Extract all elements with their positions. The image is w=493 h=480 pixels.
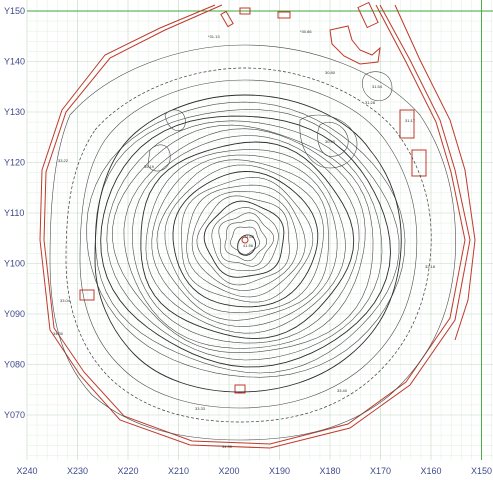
contour-line [164, 164, 324, 313]
y-axis-label: Y100 [4, 259, 25, 269]
svg-text:41.63: 41.63 [244, 234, 255, 239]
contour-line [203, 200, 285, 278]
contour-line [145, 149, 346, 334]
y-axis-label: Y090 [4, 309, 25, 319]
svg-text:31.54: 31.54 [372, 84, 383, 89]
contour-line [230, 226, 260, 255]
contour-line [224, 219, 268, 262]
svg-text:34.30: 34.30 [222, 444, 233, 449]
svg-text:31.17: 31.17 [405, 118, 416, 123]
contour-line [211, 207, 279, 271]
y-axis-label: Y150 [4, 6, 25, 16]
y-axis-labels: Y150 Y140 Y130 Y120 Y110 Y100 Y090 Y080 Y070 [4, 6, 25, 420]
y-axis-label: Y130 [4, 107, 25, 117]
site-boundary [39, 1, 476, 449]
contour-line [106, 120, 383, 361]
x-axis-label: X190 [269, 466, 290, 476]
x-axis-label: X220 [117, 466, 138, 476]
contour-line [123, 128, 366, 349]
contour-line [156, 159, 329, 321]
contour-line [100, 115, 391, 368]
contour-line [112, 124, 374, 353]
contour-line [196, 195, 290, 286]
x-axis-label: X200 [218, 466, 239, 476]
svg-text:41.96: 41.96 [243, 243, 254, 248]
svg-text:33.04: 33.04 [60, 298, 71, 303]
contour-line [186, 184, 306, 298]
svg-text:*31.13: *31.13 [208, 34, 220, 39]
x-axis-label: X170 [370, 466, 391, 476]
contour-lines [86, 101, 406, 378]
x-axis-label: X210 [168, 466, 189, 476]
svg-text:33.22: 33.22 [58, 158, 69, 163]
contour-line [218, 212, 275, 267]
contour-line [181, 176, 314, 303]
x-axis-label: X160 [420, 466, 441, 476]
contour-line [191, 191, 298, 291]
contour-line [172, 170, 319, 308]
svg-text:35.19: 35.19 [144, 164, 155, 169]
svg-text:30.80: 30.80 [325, 70, 336, 75]
y-axis-label: Y070 [4, 410, 25, 420]
svg-text:33.33: 33.33 [195, 406, 206, 411]
y-axis-label: Y140 [4, 57, 25, 67]
contour-line [140, 141, 355, 340]
spot-heights: *31.13 *30.86 30.80 31.54 31.28 31.17 30… [53, 29, 436, 449]
contour-line [86, 101, 406, 378]
contour-line [131, 135, 360, 344]
outer-contours [49, 44, 456, 441]
svg-text:30.90: 30.90 [325, 139, 336, 144]
x-axis-label: X230 [67, 466, 88, 476]
svg-text:34.30: 34.30 [53, 331, 64, 336]
y-axis-label: Y110 [4, 208, 24, 218]
x-axis-labels: X240 X230 X220 X210 X200 X190 X180 X170 X160 X150 [16, 466, 492, 476]
contour-line [151, 154, 338, 327]
y-axis-label: Y080 [4, 360, 25, 370]
summit-contour [237, 234, 256, 256]
y-axis-label: Y120 [4, 158, 25, 168]
svg-text:33.40: 33.40 [337, 388, 348, 393]
x-axis-label: X240 [16, 466, 37, 476]
svg-text:31.28: 31.28 [365, 100, 376, 105]
x-axis-label: X150 [471, 466, 492, 476]
x-axis-label: X180 [319, 466, 340, 476]
svg-text:32.18: 32.18 [425, 264, 436, 269]
svg-text:*30.86: *30.86 [300, 29, 312, 34]
